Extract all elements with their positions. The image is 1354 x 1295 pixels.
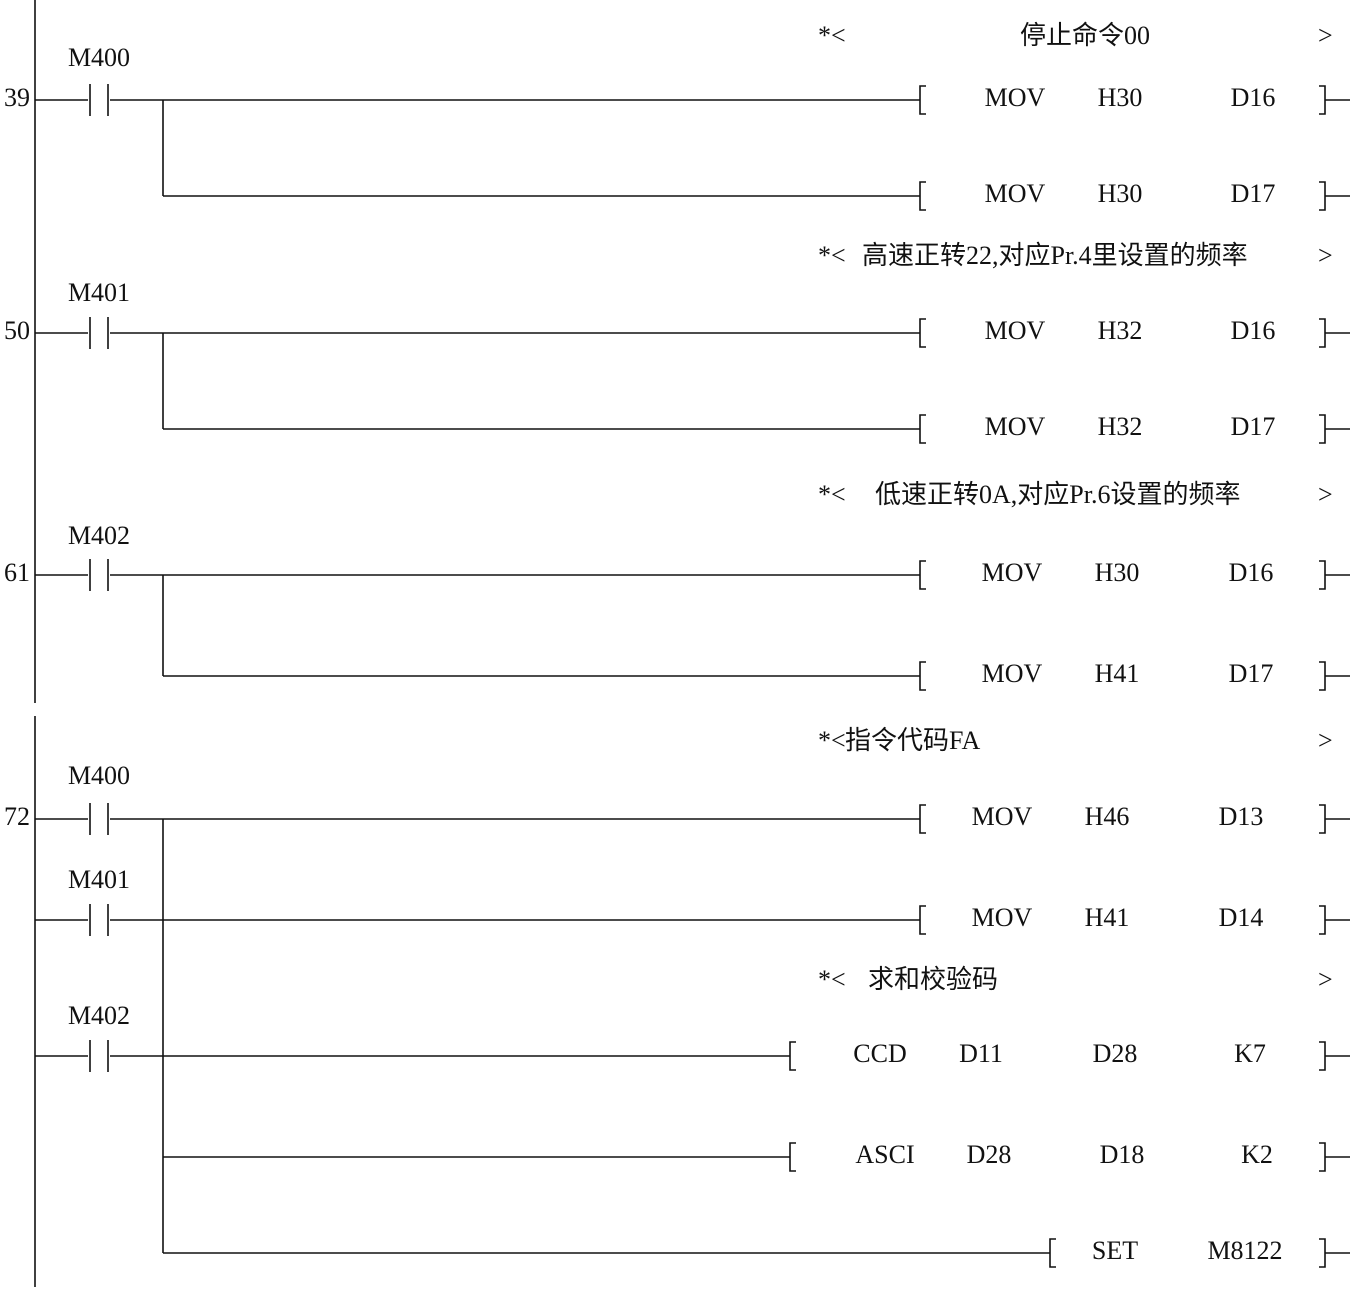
- bracket-right: [1319, 1238, 1350, 1268]
- step-number: 72: [4, 802, 30, 831]
- bracket-left: [919, 318, 926, 348]
- comment-close: >: [1318, 21, 1333, 50]
- instruction-operand: H30: [1098, 83, 1143, 112]
- instruction-operand: MOV: [982, 659, 1043, 688]
- instruction-operand: D16: [1231, 316, 1276, 345]
- comment-open: *<: [818, 965, 846, 994]
- instruction-operand: MOV: [972, 903, 1033, 932]
- instruction-operand: K2: [1241, 1140, 1273, 1169]
- step-number: 39: [4, 83, 30, 112]
- bracket-left: [919, 181, 926, 211]
- instruction-operand: CCD: [853, 1039, 906, 1068]
- bracket-left: [919, 661, 926, 691]
- instruction-operand: K7: [1234, 1039, 1266, 1068]
- instruction-operand: MOV: [985, 412, 1046, 441]
- bracket-right: [1319, 661, 1350, 691]
- instruction-operand: D11: [959, 1039, 1003, 1068]
- instruction-operand: H32: [1098, 316, 1143, 345]
- bracket-right: [1319, 1041, 1350, 1071]
- instruction-operand: D28: [1093, 1039, 1138, 1068]
- contact-label: M401: [68, 278, 130, 307]
- comment-text: 低速正转0A,对应Pr.6设置的频率: [875, 480, 1240, 509]
- instruction-operand: D16: [1231, 83, 1276, 112]
- bracket-right: [1319, 318, 1350, 348]
- instruction-operand: MOV: [985, 316, 1046, 345]
- instruction-operand: MOV: [982, 558, 1043, 587]
- bracket-left: [1049, 1238, 1056, 1268]
- step-number: 61: [4, 558, 30, 587]
- bracket-right: [1319, 905, 1350, 935]
- contact-label: M401: [68, 865, 130, 894]
- instruction-operand: H30: [1098, 179, 1143, 208]
- instruction-operand: H30: [1095, 558, 1140, 587]
- instruction-operand: H46: [1085, 802, 1130, 831]
- instruction-operand: H41: [1095, 659, 1140, 688]
- instruction-operand: MOV: [985, 83, 1046, 112]
- contact-label: M400: [68, 761, 130, 790]
- instruction-operand: D14: [1219, 903, 1264, 932]
- comment-close: >: [1318, 726, 1333, 755]
- comment-close: >: [1318, 965, 1333, 994]
- contact-label: M402: [68, 1001, 130, 1030]
- instruction-operand: D17: [1229, 659, 1274, 688]
- bracket-right: [1319, 414, 1350, 444]
- step-number: 50: [4, 316, 30, 345]
- bracket-left: [919, 905, 926, 935]
- comment-text: 指令代码FA: [845, 726, 981, 755]
- comment-text: 停止命令00: [1020, 21, 1150, 50]
- comment-text: 高速正转22,对应Pr.4里设置的频率: [862, 241, 1248, 270]
- comment-text: 求和校验码: [868, 965, 998, 994]
- comment-open: *<: [818, 480, 846, 509]
- instruction-operand: D17: [1231, 412, 1276, 441]
- instruction-operand: D28: [967, 1140, 1012, 1169]
- bracket-left: [919, 85, 926, 115]
- bracket-right: [1319, 181, 1350, 211]
- bracket-left: [919, 414, 926, 444]
- bracket-right: [1319, 804, 1350, 834]
- instruction-operand: M8122: [1207, 1236, 1282, 1265]
- contact-label: M400: [68, 43, 130, 72]
- instruction-operand: H32: [1098, 412, 1143, 441]
- instruction-operand: D17: [1231, 179, 1276, 208]
- instruction-operand: H41: [1085, 903, 1130, 932]
- comment-close: >: [1318, 480, 1333, 509]
- bracket-right: [1319, 85, 1350, 115]
- bracket-left: [919, 804, 926, 834]
- bracket-left: [789, 1041, 796, 1071]
- instruction-operand: SET: [1092, 1236, 1138, 1265]
- instruction-operand: D13: [1219, 802, 1264, 831]
- bracket-left: [919, 560, 926, 590]
- comment-open: *<: [818, 241, 846, 270]
- comment-open: *<: [818, 21, 846, 50]
- instruction-operand: MOV: [985, 179, 1046, 208]
- comment-open: *<: [818, 726, 846, 755]
- bracket-left: [789, 1142, 796, 1172]
- instruction-operand: D18: [1100, 1140, 1145, 1169]
- comment-close: >: [1318, 241, 1333, 270]
- bracket-right: [1319, 1142, 1350, 1172]
- instruction-operand: D16: [1229, 558, 1274, 587]
- contact-label: M402: [68, 521, 130, 550]
- instruction-operand: ASCI: [855, 1140, 914, 1169]
- instruction-operand: MOV: [972, 802, 1033, 831]
- bracket-right: [1319, 560, 1350, 590]
